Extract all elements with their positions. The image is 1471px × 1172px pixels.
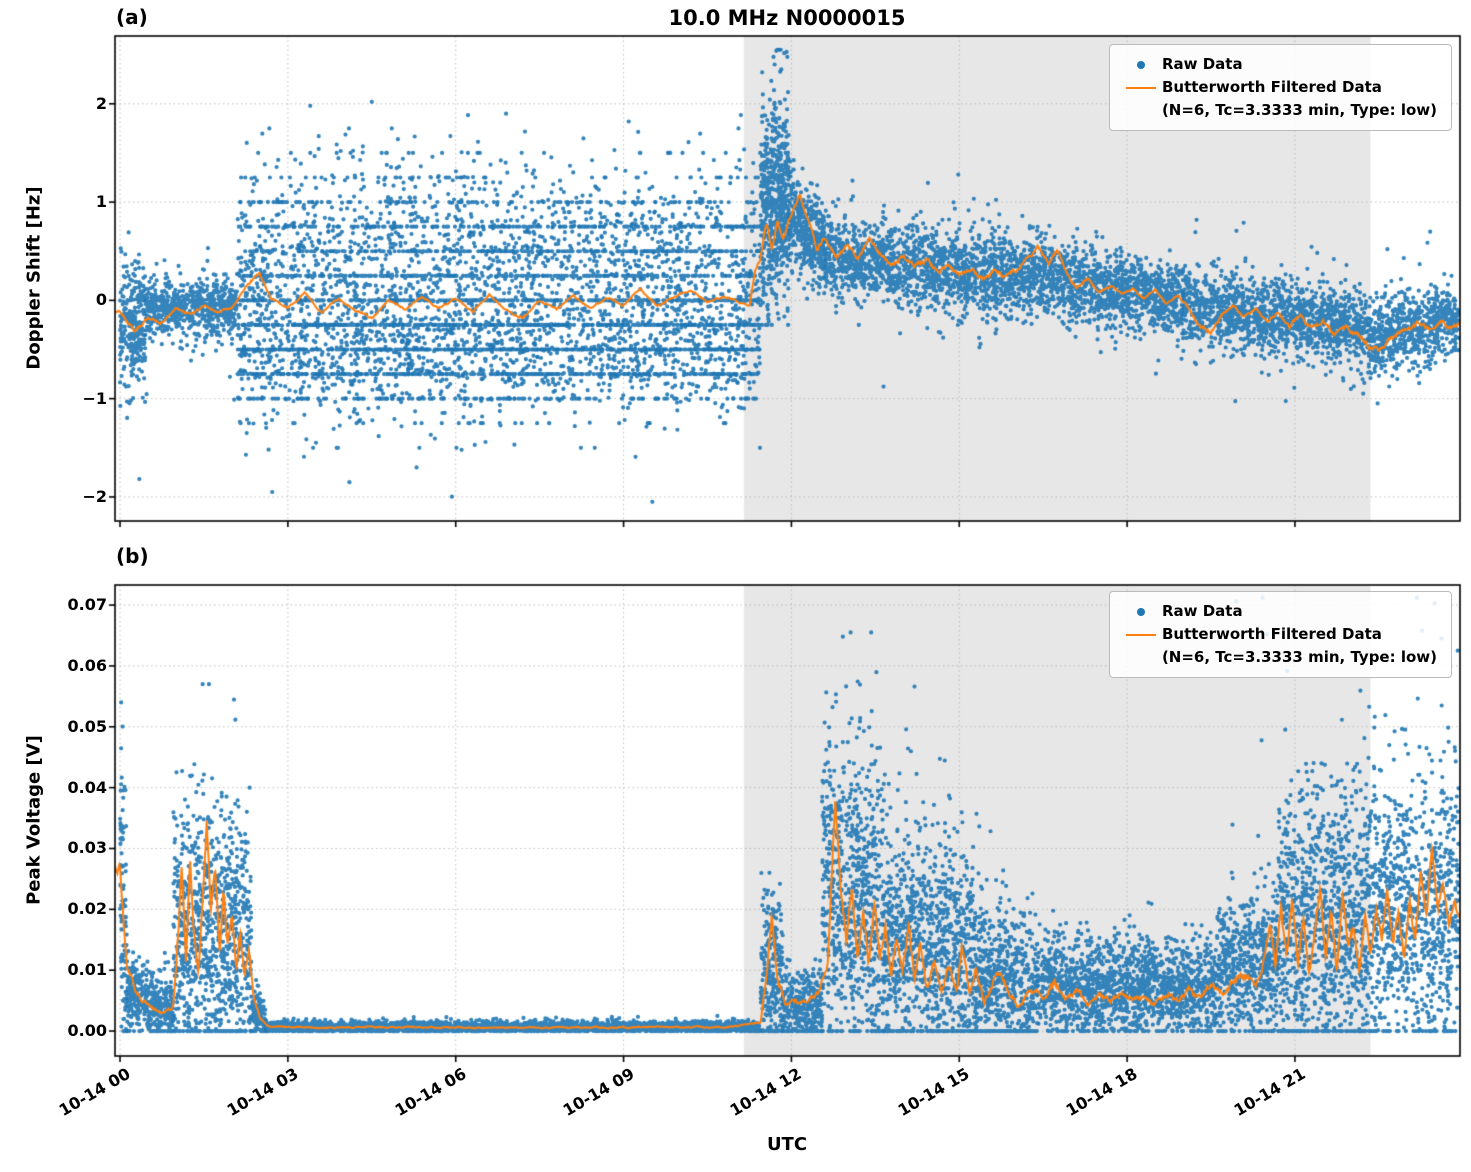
legend-raw-label: Raw Data	[1161, 602, 1243, 620]
y-tick-label: 0.02	[67, 899, 107, 919]
y-tick-label: 0.03	[67, 838, 107, 858]
legend-panel-a: Raw Data Butterworth Filtered Data (N=6,…	[1108, 44, 1452, 131]
y-tick-label: 0.07	[67, 595, 107, 615]
y-tick-label: −2	[82, 486, 107, 506]
x-axis-label: UTC	[766, 1134, 808, 1155]
y-tick-label: 0.06	[67, 655, 107, 675]
y-tick-label: 0.00	[67, 1021, 107, 1041]
filtered-line-icon	[1125, 86, 1156, 89]
y-tick-label: −1	[82, 388, 107, 408]
panel-a-tag: (a)	[116, 5, 148, 29]
y-axis-label-doppler: Doppler Shift [Hz]	[23, 186, 45, 370]
y-tick-label: 0.04	[67, 777, 107, 797]
y-tick-label: 0.05	[67, 716, 107, 736]
figure-title: 10.0 MHz N0000015	[668, 6, 906, 30]
legend-filtered-label: Butterworth Filtered Data	[1161, 625, 1382, 643]
legend-filtered-params: (N=6, Tc=3.3333 min, Type: low)	[1161, 648, 1437, 666]
y-axis-label-voltage: Peak Voltage [V]	[23, 735, 45, 905]
legend-raw-label: Raw Data	[1161, 55, 1243, 73]
y-tick-label: 0	[95, 290, 107, 310]
raw-data-marker-icon	[1136, 60, 1145, 69]
raw-data-marker-icon	[1136, 607, 1145, 616]
legend-filtered-label: Butterworth Filtered Data	[1161, 78, 1382, 96]
panel-b-tag: (b)	[116, 544, 149, 568]
legend-filtered-params: (N=6, Tc=3.3333 min, Type: low)	[1161, 101, 1437, 119]
y-tick-label: 0.01	[67, 960, 107, 980]
filtered-line-icon	[1125, 633, 1156, 636]
legend-panel-b: Raw Data Butterworth Filtered Data (N=6,…	[1108, 591, 1452, 678]
y-tick-label: 1	[95, 192, 107, 212]
y-tick-label: 2	[95, 93, 107, 113]
